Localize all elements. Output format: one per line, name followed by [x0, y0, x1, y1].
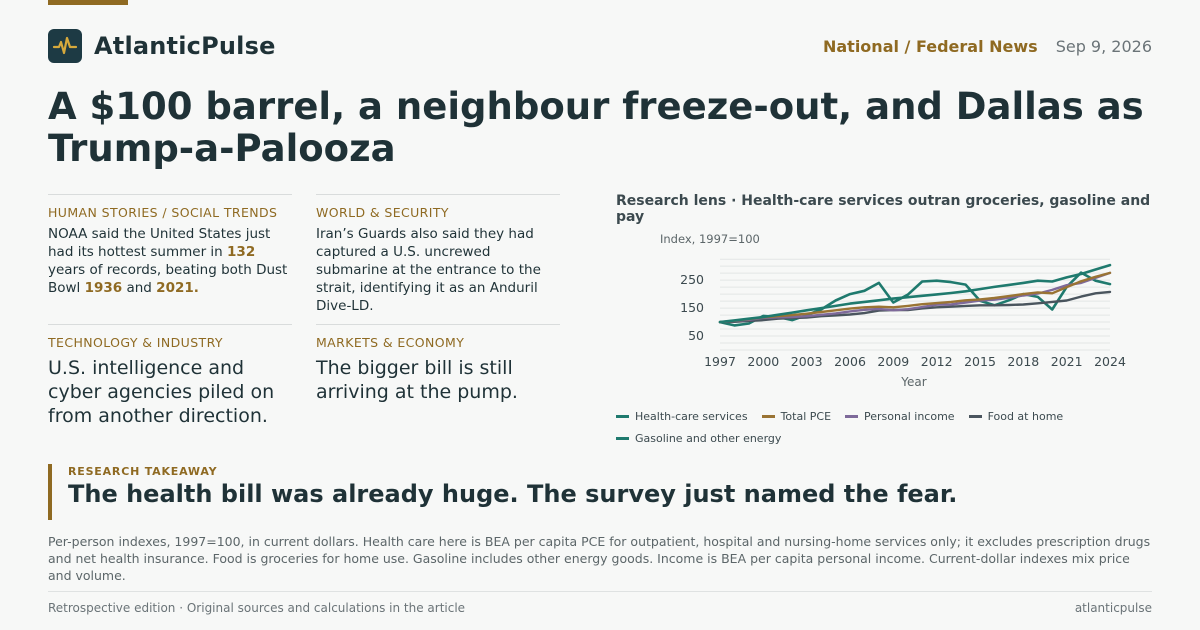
legend-swatch	[968, 414, 982, 418]
card-world-security: WORLD & SECURITY Iran’s Guards also said…	[316, 194, 560, 315]
methodology-note: Per-person indexes, 1997=100, in current…	[48, 534, 1151, 583]
section-link[interactable]: National / Federal News	[822, 36, 1038, 56]
footer-site-link[interactable]: atlanticpulse	[1074, 601, 1152, 615]
legend-swatch	[845, 414, 859, 418]
legend-item[interactable]: Personal income	[845, 407, 955, 425]
x-axis-label: Year	[900, 375, 926, 389]
publish-date: Sep 9, 2026	[1055, 36, 1152, 56]
legend-label: Total PCE	[780, 409, 832, 423]
takeaway-text: The health bill was already huge. The su…	[68, 480, 958, 508]
legend-item[interactable]: Gasoline and other energy	[616, 429, 781, 447]
card-label: HUMAN STORIES / SOCIAL TRENDS	[48, 205, 278, 220]
card-text: The bigger bill is still arriving at the…	[316, 357, 518, 403]
x-tick-label: 2021	[1051, 354, 1083, 369]
research-takeaway: RESEARCH TAKEAWAY The health bill was al…	[48, 464, 1156, 520]
x-tick-label: 2000	[747, 354, 779, 369]
footer: Retrospective edition · Original sources…	[48, 591, 1152, 615]
card-human-stories: HUMAN STORIES / SOCIAL TRENDS NOAA said …	[48, 194, 292, 297]
legend-label: Gasoline and other energy	[635, 431, 782, 445]
brand[interactable]: AtlanticPulse	[48, 29, 276, 63]
highlight-number: 2021.	[156, 280, 199, 296]
legend-item[interactable]: Food at home	[968, 407, 1064, 425]
highlight-number: 132	[227, 244, 256, 260]
x-tick-label: 2024	[1094, 354, 1126, 369]
x-tick-label: 2006	[834, 354, 866, 369]
x-tick-label: 2003	[791, 354, 823, 369]
series-line-health-care-services	[718, 263, 1112, 324]
legend-item[interactable]: Health-care services	[616, 407, 748, 425]
legend-label: Food at home	[987, 409, 1064, 423]
card-text: NOAA said the United States just had its…	[48, 226, 288, 296]
card-text: U.S. intelligence and cyber agencies pil…	[48, 357, 275, 427]
takeaway-label: RESEARCH TAKEAWAY	[68, 465, 218, 478]
x-tick-label: 2015	[964, 354, 996, 369]
x-tick-label: 2018	[1007, 354, 1039, 369]
pulse-icon	[48, 29, 82, 63]
accent-bar	[48, 0, 128, 5]
y-tick-label: 50	[688, 328, 704, 343]
chart-legend: Health-care services Total PCE Personal in…	[616, 407, 1156, 447]
y-tick-label: 250	[680, 272, 704, 287]
x-tick-label: 2009	[877, 354, 909, 369]
legend-item[interactable]: Total PCE	[761, 407, 832, 425]
site-header: AtlanticPulse National / Federal News Se…	[48, 29, 1152, 63]
series-line-total-pce	[718, 271, 1112, 324]
footer-edition-note: Retrospective edition · Original sources…	[48, 601, 466, 615]
card-label: MARKETS & ECONOMY	[316, 335, 465, 350]
brand-name: AtlanticPulse	[94, 32, 276, 60]
legend-swatch	[761, 414, 775, 418]
legend-label: Personal income	[864, 409, 955, 423]
card-label: WORLD & SECURITY	[316, 205, 449, 220]
card-text: Iran’s Guards also said they had capture…	[316, 226, 541, 314]
y-tick-label: 150	[680, 300, 704, 315]
line-chart: Index, 1997=100 50 150 250 1997 2000 2003 2006…	[660, 232, 1126, 389]
chart-title: Research lens · Health-care services out…	[616, 193, 1151, 225]
card-markets: MARKETS & ECONOMY The bigger bill is sti…	[316, 324, 560, 404]
legend-swatch	[616, 436, 629, 440]
legend-label: Health-care services	[635, 409, 748, 423]
headline: A $100 barrel, a neighbour freeze-out, a…	[48, 85, 1144, 170]
legend-swatch	[616, 414, 629, 418]
highlight-number: 1936	[84, 280, 123, 296]
card-technology: TECHNOLOGY & INDUSTRY U.S. intelligence …	[48, 324, 292, 428]
x-tick-label: 2012	[921, 354, 953, 369]
x-tick-label: 1997	[704, 354, 736, 369]
y-axis-label: Index, 1997=100	[660, 232, 760, 246]
card-label: TECHNOLOGY & INDUSTRY	[48, 335, 223, 350]
